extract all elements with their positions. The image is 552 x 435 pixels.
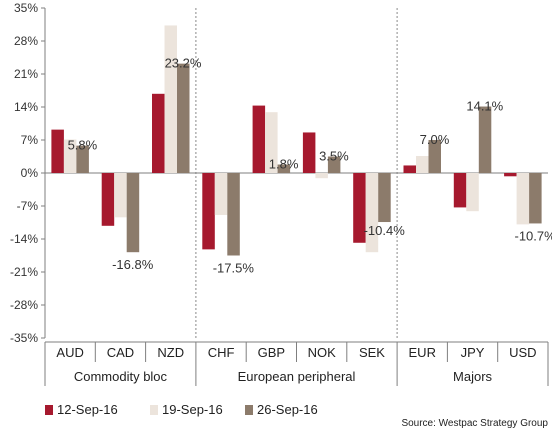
- category-label-aud: AUD: [56, 345, 83, 360]
- bar-usd-0: [504, 173, 517, 177]
- category-label-usd: USD: [509, 345, 536, 360]
- bar-nzd-1: [164, 25, 177, 174]
- data-label-usd: -10.7%: [514, 228, 552, 243]
- y-tick-label: 0%: [21, 166, 39, 180]
- y-tick-label: 7%: [21, 133, 39, 147]
- data-label-jpy: 14.1%: [466, 99, 503, 114]
- y-tick-label: -7%: [17, 199, 39, 213]
- data-label-eur: 7.0%: [420, 132, 450, 147]
- legend-label-1: 19-Sep-16: [162, 402, 223, 417]
- bar-sek-0: [353, 173, 366, 243]
- bar-eur-1: [416, 156, 429, 173]
- legend-label-2: 26-Sep-16: [257, 402, 318, 417]
- category-label-cad: CAD: [107, 345, 134, 360]
- y-tick-label: -21%: [10, 265, 38, 279]
- chart-bars: [51, 25, 542, 256]
- bar-jpy-1: [466, 173, 479, 212]
- bar-usd-1: [516, 173, 530, 225]
- group-label: Majors: [453, 369, 493, 384]
- category-label-nok: NOK: [308, 345, 337, 360]
- y-tick-label: 28%: [14, 34, 38, 48]
- bar-nok-1: [315, 173, 328, 179]
- chart-labels: 5.8% -16.8% 23.2% -17.5% 1.8% 3.5% -10.4% 7.0% 1…: [68, 56, 552, 276]
- bar-eur-2: [428, 140, 441, 173]
- chart-axes: 35% 28% 21% 14% 7% 0% -7% -14% -21% -28% -35% AUD CA…: [10, 1, 549, 386]
- bar-cad-0: [101, 173, 115, 226]
- data-label-aud: 5.8%: [68, 138, 98, 153]
- category-label-eur: EUR: [409, 345, 436, 360]
- y-tick-label: -28%: [10, 298, 38, 312]
- y-tick-label: 35%: [14, 1, 38, 15]
- bar-gbp-2: [277, 164, 291, 173]
- bar-chf-0: [202, 173, 215, 250]
- data-label-chf: -17.5%: [213, 261, 255, 276]
- data-label-sek: -10.4%: [364, 223, 406, 238]
- bar-aud-0: [51, 129, 64, 173]
- legend-label-0: 12-Sep-16: [57, 402, 118, 417]
- y-tick-label: -35%: [10, 331, 38, 345]
- bar-nok-0: [302, 132, 316, 173]
- bar-gbp-0: [252, 105, 266, 173]
- chart-legend: 12-Sep-16 19-Sep-16 26-Sep-16: [45, 402, 318, 417]
- bar-cad-1: [114, 173, 127, 218]
- bar-sek-2: [378, 173, 391, 223]
- category-label-jpy: JPY: [461, 345, 485, 360]
- data-label-nok: 3.5%: [319, 149, 349, 164]
- bar-aud-2: [76, 145, 89, 173]
- bar-aud-1: [63, 139, 77, 173]
- bar-nzd-0: [152, 93, 165, 173]
- bar-chf-1: [214, 173, 228, 215]
- category-label-gbp: GBP: [258, 345, 285, 360]
- category-label-nzd: NZD: [157, 345, 184, 360]
- source-note: Source: Westpac Strategy Group: [401, 418, 548, 429]
- category-label-sek: SEK: [359, 345, 385, 360]
- legend-swatch-1: [150, 405, 158, 415]
- bar-chf-2: [227, 173, 240, 256]
- legend-swatch-0: [45, 405, 53, 415]
- bar-nzd-2: [177, 63, 190, 173]
- bar-gbp-1: [265, 112, 278, 173]
- category-label-chf: CHF: [208, 345, 235, 360]
- bar-jpy-0: [453, 173, 467, 208]
- y-tick-label: -14%: [10, 232, 38, 246]
- data-label-gbp: 1.8%: [269, 157, 299, 172]
- data-label-nzd: 23.2%: [165, 56, 202, 71]
- bar-jpy-2: [478, 106, 492, 173]
- group-label: European peripheral: [238, 369, 356, 384]
- bar-cad-2: [126, 173, 140, 253]
- legend-swatch-2: [245, 405, 253, 415]
- data-label-cad: -16.8%: [112, 257, 154, 272]
- y-tick-label: 21%: [14, 67, 38, 81]
- bar-eur-0: [403, 165, 416, 173]
- bar-usd-2: [529, 173, 542, 224]
- group-label: Commodity bloc: [74, 369, 168, 384]
- bar-nok-2: [327, 156, 341, 173]
- y-tick-label: 14%: [14, 100, 38, 114]
- bar-sek-1: [365, 173, 379, 253]
